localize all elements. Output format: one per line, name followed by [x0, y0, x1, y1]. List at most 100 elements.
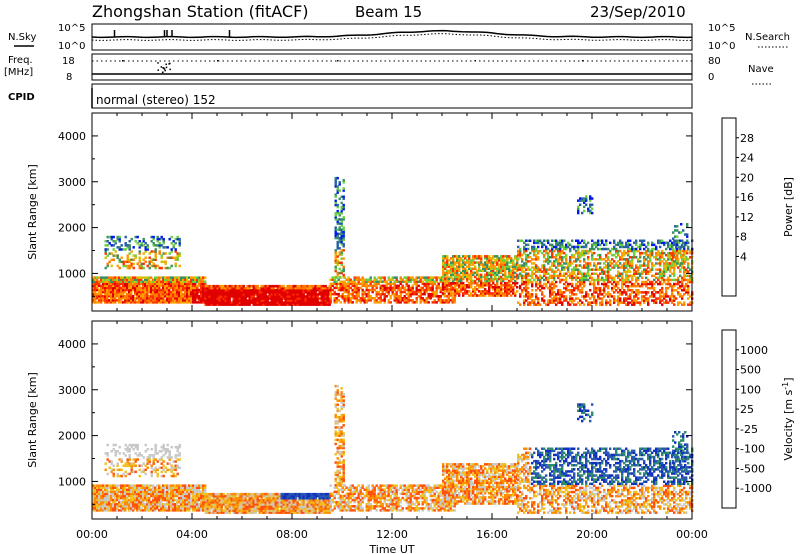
echo-cell — [637, 245, 640, 249]
echo-cell — [529, 297, 532, 300]
echo-cell — [94, 288, 97, 292]
echo-cell — [391, 276, 394, 279]
echo-cell — [154, 250, 157, 253]
echo-cell — [96, 276, 99, 279]
echo-cell — [575, 249, 578, 253]
echo-cell — [508, 267, 511, 270]
echo-cell — [270, 301, 273, 304]
echo-cell — [506, 288, 509, 291]
echo-cell — [114, 301, 117, 304]
echo-cell — [126, 484, 129, 487]
echo-cell — [659, 299, 662, 302]
echo-cell — [504, 261, 507, 264]
echo-cell — [244, 293, 247, 296]
echo-cell — [106, 295, 109, 298]
echo-cell — [192, 301, 195, 304]
echo-cell — [682, 249, 685, 253]
echo-cell — [537, 303, 540, 306]
echo-cell — [118, 282, 121, 286]
echo-cell — [448, 284, 451, 287]
echo-cell — [336, 263, 339, 267]
echo-cell — [130, 505, 133, 508]
echo-cell — [106, 264, 109, 268]
echo-cell — [517, 274, 520, 278]
echo-cell — [114, 503, 117, 506]
echo-cell — [349, 278, 352, 281]
echo-cell — [466, 284, 469, 287]
echo-cell — [292, 299, 295, 302]
echo-cell — [478, 263, 481, 266]
echo-cell — [663, 268, 666, 271]
echo-cell — [553, 262, 556, 265]
echo-cell — [304, 301, 307, 304]
echo-cell — [278, 293, 281, 296]
echo-cell — [174, 248, 177, 251]
echo-cell — [667, 251, 670, 255]
echo-cell — [122, 492, 125, 496]
echo-cell — [631, 258, 634, 261]
echo-cell — [448, 288, 451, 291]
echo-cell — [222, 289, 225, 292]
echo-cell — [567, 301, 570, 304]
echo-cell — [331, 282, 334, 286]
echo-cell — [116, 484, 119, 487]
echo-cell — [448, 265, 451, 268]
echo-cell — [194, 288, 197, 292]
echo-cell — [174, 280, 177, 283]
echo-cell — [486, 290, 489, 293]
echo-cell — [601, 303, 604, 306]
echo-cell — [617, 299, 620, 302]
echo-cell — [557, 268, 560, 271]
echo-cell — [138, 496, 141, 500]
echo-cell — [359, 299, 362, 302]
echo-cell — [577, 276, 580, 280]
echo-cell — [663, 243, 666, 247]
echo-cell — [442, 286, 445, 289]
echo-cell — [230, 289, 233, 292]
echo-cell — [575, 251, 578, 255]
echo-cell — [188, 290, 191, 294]
echo-cell — [409, 276, 412, 279]
echo-cell — [619, 301, 622, 304]
echo-cell — [92, 276, 95, 279]
echo-cell — [340, 257, 343, 260]
echo-cell — [326, 289, 329, 292]
echo-cell — [575, 293, 578, 296]
echo-cell — [599, 272, 602, 275]
echo-cell — [343, 282, 346, 286]
echo-cell — [553, 286, 556, 290]
echo-cell — [342, 205, 345, 209]
echo-cell — [569, 295, 572, 298]
echo-cell — [494, 292, 497, 295]
echo-cell — [290, 297, 293, 300]
echo-cell — [240, 289, 243, 292]
echo-cell — [142, 490, 145, 494]
echo-cell — [517, 245, 520, 249]
echo-cell — [593, 301, 596, 304]
echo-cell — [338, 232, 341, 236]
echo-cell — [405, 301, 408, 304]
echo-cell — [635, 299, 638, 302]
echo-cell — [334, 228, 337, 231]
echo-cell — [276, 286, 279, 290]
echo-cell — [541, 264, 544, 267]
echo-cell — [504, 294, 507, 297]
echo-cell — [589, 205, 592, 209]
echo-cell — [96, 301, 99, 304]
echo-cell — [142, 498, 145, 502]
echo-cell — [533, 301, 536, 304]
echo-cell — [228, 297, 231, 300]
echo-cell — [687, 274, 690, 278]
echo-cell — [545, 258, 548, 261]
echo-cell — [146, 507, 149, 510]
echo-cell — [549, 276, 552, 280]
echo-cell — [116, 254, 119, 257]
echo-cell — [687, 289, 690, 292]
echo-cell — [110, 301, 113, 304]
echo-cell — [118, 288, 121, 292]
echo-cell — [569, 303, 572, 306]
echo-cell — [669, 245, 672, 249]
echo-cell — [104, 299, 107, 302]
echo-cell — [342, 218, 345, 221]
